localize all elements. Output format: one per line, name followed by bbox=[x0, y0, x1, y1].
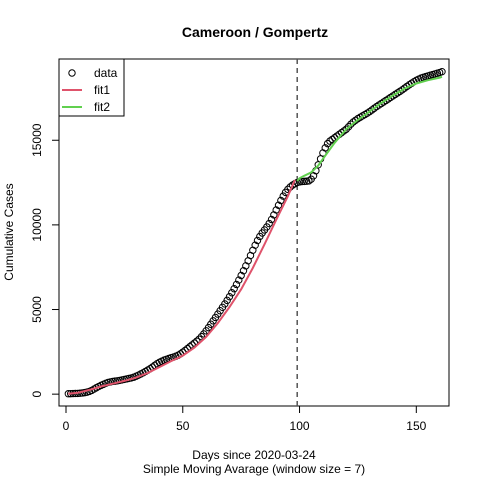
data-point bbox=[253, 236, 262, 245]
legend-label-data: data bbox=[94, 66, 118, 80]
y-tick-label: 15000 bbox=[30, 123, 44, 157]
legend-label-fit1: fit1 bbox=[94, 83, 110, 97]
data-point bbox=[305, 177, 313, 185]
legend: data fit1 fit2 bbox=[58, 58, 125, 117]
data-point bbox=[344, 123, 353, 131]
x-axis: 0 50 100 150 bbox=[63, 405, 427, 433]
data-point bbox=[232, 280, 241, 289]
x-tick-label: 150 bbox=[406, 419, 426, 433]
x-tick-label: 0 bbox=[63, 419, 70, 433]
data-point bbox=[279, 192, 287, 200]
x-tick-label: 100 bbox=[290, 419, 310, 433]
data-point bbox=[340, 127, 348, 135]
legend-label-fit2: fit2 bbox=[94, 100, 110, 114]
y-tick-label: 10000 bbox=[30, 208, 44, 242]
legend-marker-data bbox=[68, 69, 76, 77]
data-point bbox=[342, 125, 350, 133]
series-line-fit1 bbox=[68, 179, 296, 395]
data-point bbox=[438, 67, 446, 76]
data-point bbox=[225, 292, 234, 301]
x-tick-label: 50 bbox=[176, 419, 190, 433]
data-point bbox=[298, 177, 306, 186]
data-point bbox=[272, 206, 280, 214]
data-point bbox=[265, 219, 273, 228]
data-point bbox=[277, 196, 285, 205]
y-tick-label: 5000 bbox=[30, 296, 44, 323]
data-point bbox=[274, 201, 283, 209]
data-point bbox=[235, 276, 243, 284]
data-point bbox=[237, 271, 245, 280]
y-axis-label: Cumulative Cases bbox=[2, 183, 16, 280]
chart-title: Cameroon / Gompertz bbox=[182, 24, 328, 40]
series-data bbox=[64, 67, 446, 398]
data-point bbox=[228, 289, 236, 297]
y-tick-label: 0 bbox=[30, 390, 44, 397]
data-point bbox=[323, 139, 332, 148]
y-axis: 0 5000 10000 15000 bbox=[30, 123, 60, 397]
x-axis-label: Days since 2020-03-24 bbox=[192, 448, 316, 462]
data-point bbox=[251, 241, 259, 249]
x-axis-sublabel: Simple Moving Avarage (window size = 7) bbox=[143, 462, 365, 476]
data-point bbox=[300, 177, 308, 186]
data-point bbox=[230, 284, 238, 293]
series-line-fit2 bbox=[296, 75, 443, 182]
data-point bbox=[321, 144, 329, 152]
series-layer bbox=[64, 67, 446, 398]
data-point bbox=[223, 296, 231, 305]
data-point bbox=[267, 215, 276, 224]
